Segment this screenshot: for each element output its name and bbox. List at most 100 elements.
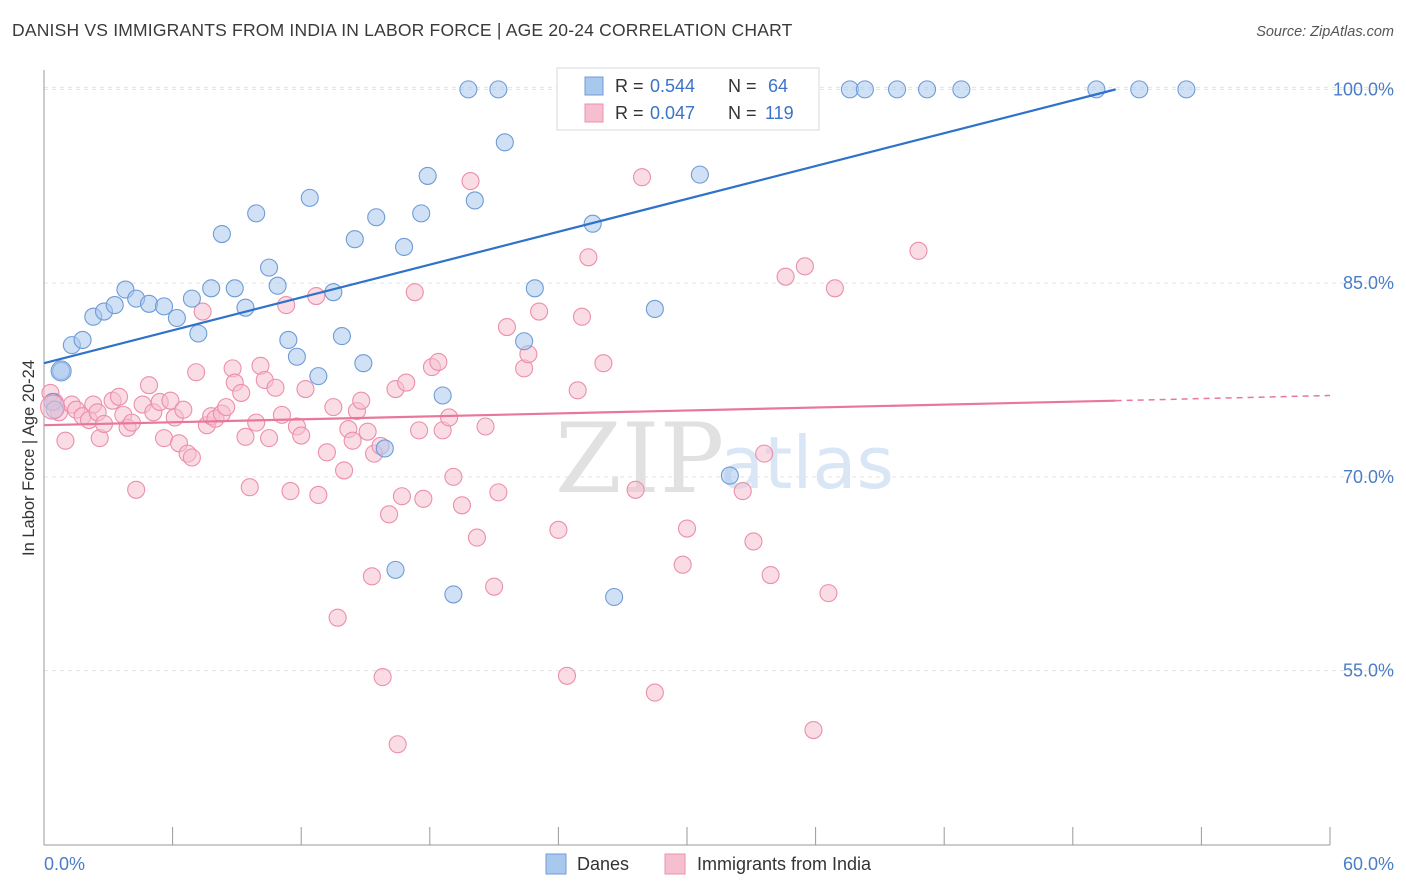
point-india bbox=[292, 426, 311, 445]
point-india bbox=[232, 383, 251, 402]
point-india bbox=[154, 429, 174, 448]
point-india bbox=[429, 352, 448, 371]
point-india bbox=[819, 584, 838, 603]
point-india bbox=[127, 480, 146, 499]
stats-r-label-danes: R = bbox=[615, 76, 649, 96]
watermark: ZIP atlas bbox=[555, 403, 894, 515]
x-ticks bbox=[43, 827, 1331, 845]
point-india bbox=[452, 496, 472, 515]
point-danes bbox=[855, 80, 874, 99]
point-danes bbox=[840, 80, 859, 99]
point-india bbox=[476, 417, 495, 436]
stats-swatch-india bbox=[584, 103, 604, 123]
point-danes bbox=[354, 354, 373, 373]
legend-label-india: Immigrants from India bbox=[697, 854, 872, 874]
stats-r-label-india: R = bbox=[615, 103, 649, 123]
series-india bbox=[41, 168, 928, 754]
point-india bbox=[825, 279, 844, 298]
point-danes bbox=[887, 80, 907, 99]
point-danes bbox=[105, 296, 124, 315]
point-india bbox=[266, 378, 285, 397]
point-danes bbox=[139, 294, 159, 313]
point-india bbox=[744, 532, 763, 551]
y-tick-label: 100.0% bbox=[1333, 79, 1394, 99]
point-india bbox=[645, 683, 664, 702]
legend-swatch-danes bbox=[545, 853, 567, 875]
point-danes bbox=[300, 188, 319, 207]
point-india bbox=[317, 443, 336, 462]
point-india bbox=[161, 391, 180, 410]
point-danes bbox=[345, 230, 364, 249]
stats-r-value-danes: 0.544 bbox=[650, 76, 695, 96]
point-danes bbox=[515, 332, 534, 351]
point-india bbox=[240, 478, 259, 497]
point-india bbox=[497, 317, 517, 337]
point-india bbox=[236, 427, 255, 446]
y-tick-labels: 55.0% 70.0% 85.0% 100.0% bbox=[1333, 79, 1394, 680]
point-india bbox=[296, 379, 315, 399]
point-india bbox=[259, 429, 279, 448]
point-india bbox=[776, 267, 795, 286]
point-danes bbox=[167, 308, 186, 328]
point-india bbox=[410, 421, 429, 440]
point-danes bbox=[952, 80, 971, 99]
point-india bbox=[414, 489, 433, 508]
point-danes bbox=[495, 133, 514, 152]
point-india bbox=[217, 398, 236, 417]
x-tick-label-min: 0.0% bbox=[44, 854, 85, 874]
chart-source: Source: ZipAtlas.com bbox=[1256, 24, 1394, 40]
point-india bbox=[568, 381, 587, 400]
trendline-india bbox=[43, 399, 1116, 427]
point-india bbox=[594, 354, 613, 373]
point-india bbox=[187, 363, 206, 382]
point-danes bbox=[259, 258, 279, 277]
point-india bbox=[139, 376, 159, 395]
point-danes bbox=[386, 560, 405, 579]
point-india bbox=[174, 400, 193, 419]
point-india bbox=[182, 448, 201, 467]
point-danes bbox=[918, 80, 937, 99]
point-india bbox=[632, 168, 652, 187]
point-india bbox=[461, 172, 480, 191]
point-danes bbox=[418, 166, 437, 185]
point-danes bbox=[324, 283, 343, 302]
point-india bbox=[388, 735, 407, 754]
point-india bbox=[733, 482, 752, 501]
point-india bbox=[40, 394, 66, 420]
watermark-zip: ZIP bbox=[555, 403, 724, 515]
y-tick-label: 70.0% bbox=[1343, 467, 1394, 487]
point-india bbox=[755, 444, 774, 463]
point-danes bbox=[720, 466, 739, 485]
point-danes bbox=[225, 279, 244, 298]
point-danes bbox=[489, 80, 508, 99]
point-danes bbox=[1130, 80, 1149, 99]
point-india bbox=[626, 480, 645, 499]
stats-swatch-danes bbox=[584, 76, 604, 96]
chart-title: DANISH VS IMMIGRANTS FROM INDIA IN LABOR… bbox=[12, 20, 793, 40]
stats-n-value-danes: 64 bbox=[768, 76, 788, 96]
series-danes bbox=[43, 80, 1196, 607]
point-danes bbox=[154, 297, 174, 316]
point-india bbox=[109, 387, 129, 406]
point-danes bbox=[645, 299, 664, 319]
point-danes bbox=[189, 324, 208, 343]
point-danes bbox=[465, 191, 484, 210]
point-india bbox=[397, 373, 416, 392]
grid-lines bbox=[44, 86, 1394, 672]
point-india bbox=[440, 408, 459, 427]
point-india bbox=[909, 241, 928, 260]
point-india bbox=[677, 519, 697, 538]
point-danes bbox=[287, 347, 306, 366]
point-danes bbox=[50, 360, 72, 382]
legend-label-danes: Danes bbox=[577, 854, 629, 874]
point-danes bbox=[444, 585, 463, 604]
point-india bbox=[324, 398, 343, 417]
point-danes bbox=[367, 208, 386, 227]
point-india bbox=[444, 467, 463, 486]
point-danes bbox=[1177, 80, 1196, 99]
point-india bbox=[352, 391, 371, 410]
stats-n-value-india: 119 bbox=[765, 103, 794, 123]
stats-r-value-india: 0.047 bbox=[650, 103, 695, 123]
point-india bbox=[358, 422, 377, 441]
